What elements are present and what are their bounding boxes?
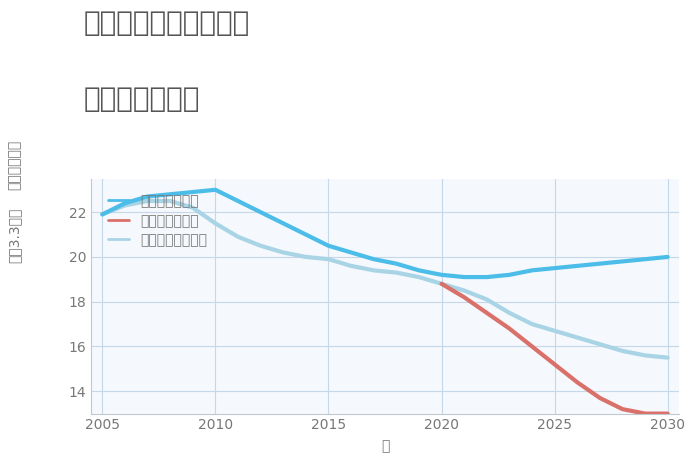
ノーマルシナリオ [550,328,559,334]
グッドシナリオ [302,232,310,237]
ノーマルシナリオ [188,205,197,211]
バッドシナリオ [664,411,672,416]
ノーマルシナリオ [324,256,332,262]
ノーマルシナリオ [166,198,174,204]
Line: グッドシナリオ: グッドシナリオ [102,190,668,277]
ノーマルシナリオ [618,348,626,354]
バッドシナリオ [641,411,650,416]
グッドシナリオ [641,256,650,262]
ノーマルシナリオ [528,321,536,327]
ノーマルシナリオ [482,297,491,302]
ノーマルシナリオ [120,203,129,208]
グッドシナリオ [188,189,197,195]
グッドシナリオ [392,261,400,266]
X-axis label: 年: 年 [381,439,389,454]
バッドシナリオ [573,379,582,385]
ノーマルシナリオ [256,243,265,249]
グッドシナリオ [528,267,536,273]
グッドシナリオ [324,243,332,249]
グッドシナリオ [460,274,468,280]
ノーマルシナリオ [505,310,514,316]
ノーマルシナリオ [641,352,650,358]
Line: バッドシナリオ: バッドシナリオ [442,284,668,414]
Text: 土地の価格推移: 土地の価格推移 [84,85,200,113]
グッドシナリオ [370,256,378,262]
バッドシナリオ [550,361,559,367]
グッドシナリオ [256,209,265,215]
バッドシナリオ [596,395,604,401]
グッドシナリオ [234,198,242,204]
グッドシナリオ [438,272,446,278]
ノーマルシナリオ [347,263,356,269]
Line: ノーマルシナリオ: ノーマルシナリオ [102,201,668,358]
バッドシナリオ [460,294,468,300]
ノーマルシナリオ [460,288,468,293]
グッドシナリオ [211,187,220,193]
ノーマルシナリオ [302,254,310,260]
バッドシナリオ [438,281,446,287]
Text: 単価（万円）: 単価（万円） [7,140,21,189]
ノーマルシナリオ [664,355,672,360]
ノーマルシナリオ [211,220,220,226]
ノーマルシナリオ [98,212,106,217]
グッドシナリオ [618,258,626,264]
グッドシナリオ [144,194,152,199]
グッドシナリオ [482,274,491,280]
ノーマルシナリオ [234,234,242,240]
グッドシナリオ [347,250,356,255]
グッドシナリオ [505,272,514,278]
バッドシナリオ [528,344,536,349]
グッドシナリオ [573,263,582,269]
グッドシナリオ [596,261,604,266]
グッドシナリオ [166,191,174,197]
グッドシナリオ [550,265,559,271]
バッドシナリオ [618,406,626,412]
ノーマルシナリオ [392,270,400,275]
ノーマルシナリオ [279,250,288,255]
Text: 坪（3.3㎡）: 坪（3.3㎡） [7,207,21,263]
グッドシナリオ [414,267,423,273]
ノーマルシナリオ [596,341,604,347]
グッドシナリオ [664,254,672,260]
バッドシナリオ [482,310,491,316]
Legend: グッドシナリオ, バッドシナリオ, ノーマルシナリオ: グッドシナリオ, バッドシナリオ, ノーマルシナリオ [104,190,211,252]
ノーマルシナリオ [414,274,423,280]
バッドシナリオ [505,326,514,331]
ノーマルシナリオ [370,267,378,273]
Text: 岐阜県岐阜市栄枝町の: 岐阜県岐阜市栄枝町の [84,9,251,38]
グッドシナリオ [98,212,106,217]
ノーマルシナリオ [438,281,446,287]
ノーマルシナリオ [144,198,152,204]
グッドシナリオ [279,220,288,226]
グッドシナリオ [120,200,129,206]
ノーマルシナリオ [573,335,582,340]
